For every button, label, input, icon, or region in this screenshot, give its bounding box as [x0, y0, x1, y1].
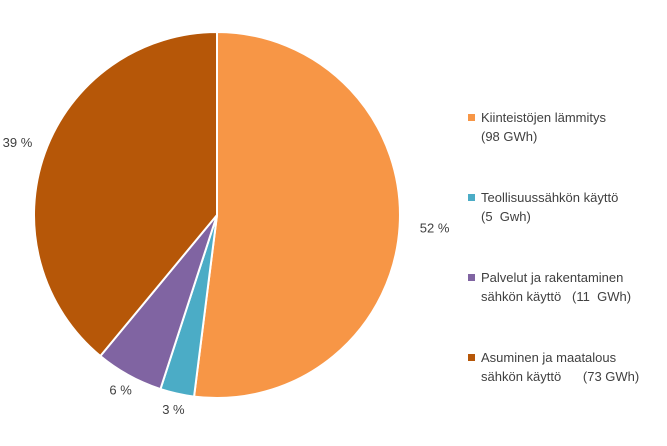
legend-swatch: [468, 354, 475, 361]
legend-label-detail: sähkön käyttö (11 GWh): [481, 289, 632, 304]
legend-label-detail: (98 GWh): [481, 129, 538, 144]
pie-slice: [33, 30, 218, 358]
legend-label-detail: (5 Gwh): [481, 209, 531, 224]
percent-label: 6 %: [109, 382, 132, 397]
legend-swatch: [468, 194, 475, 201]
legend-label: Palvelut ja rakentaminen: [481, 270, 624, 285]
pie-slices: [33, 30, 401, 399]
legend-swatch: [468, 274, 475, 281]
legend-label: Asuminen ja maatalous: [481, 350, 617, 365]
legend-label-detail: sähkön käyttö (73 GWh): [481, 369, 640, 384]
pie-slice: [192, 30, 401, 399]
percent-label: 3 %: [162, 402, 185, 417]
legend-swatch: [468, 114, 475, 121]
percent-label: 39 %: [3, 135, 33, 150]
legend-label: Teollisuussähkön käyttö: [481, 190, 619, 205]
percent-label: 52 %: [420, 221, 450, 236]
legend-label: Kiinteistöjen lämmitys: [481, 110, 606, 125]
percent-labels: 52 % 3 % 6 % 39 %: [3, 135, 450, 417]
